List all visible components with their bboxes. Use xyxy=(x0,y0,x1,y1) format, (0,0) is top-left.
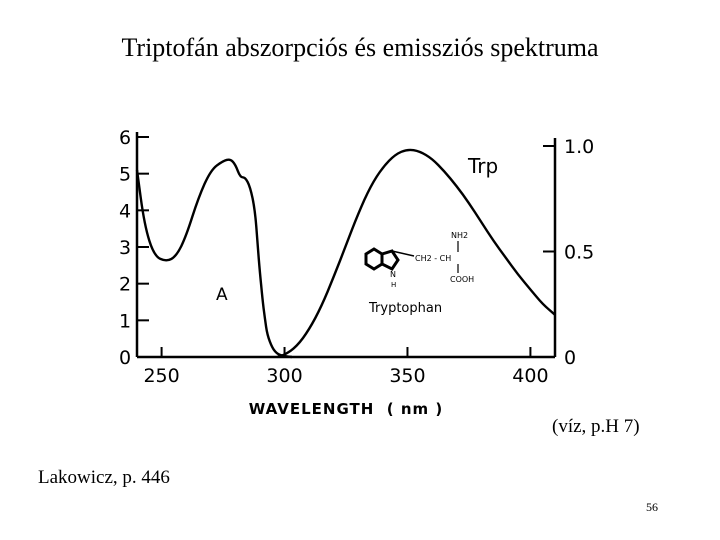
x-tick-label: 250 xyxy=(143,365,179,387)
ch2ch-label: CH2 - CH xyxy=(415,254,451,263)
left-y-tick-label: 1 xyxy=(119,310,131,332)
ring-n-label: N xyxy=(390,270,396,279)
left-y-tick-label: 6 xyxy=(119,127,131,149)
x-tick-label: 300 xyxy=(266,365,302,387)
left-y-tick-label: 0 xyxy=(119,347,131,369)
ring-bond-line xyxy=(391,250,415,257)
series-layer xyxy=(135,148,556,359)
nh2-label: NH2 xyxy=(451,231,468,240)
left-y-tick-label: 2 xyxy=(119,274,131,296)
slide-title: Triptofán abszorpciós és emissziós spekt… xyxy=(121,33,599,62)
tryptophan-structure: N H CH2 - CH NH2 COOH Tryptophan xyxy=(364,231,474,316)
benzene-ring-shape xyxy=(364,247,384,271)
molecule-name-label: Tryptophan xyxy=(368,301,442,316)
left-y-tick-label: 4 xyxy=(119,200,131,222)
pyrrole-ring-shape xyxy=(380,249,400,271)
x-axis-label: WAVELENGTH ( nm ) xyxy=(249,400,443,418)
left-y-tick-label: 5 xyxy=(119,164,131,186)
absorption-series-line xyxy=(135,158,293,359)
emission-label: Trp xyxy=(467,154,498,178)
ring-h-label: H xyxy=(391,281,396,289)
right-y-tick-label: 0 xyxy=(564,347,576,369)
x-tick-label: 350 xyxy=(389,365,425,387)
right-y-ticks: 0 0.5 1.0 xyxy=(543,136,594,369)
right-y-tick-label: 0.5 xyxy=(564,242,594,264)
right-y-tick-label: 1.0 xyxy=(564,136,594,158)
left-y-tick-label: 3 xyxy=(119,237,131,259)
condition-note: (víz, p.H 7) xyxy=(552,416,640,437)
emission-series-line xyxy=(276,148,556,359)
absorption-label: A xyxy=(216,285,228,305)
x-tick-label: 400 xyxy=(512,365,548,387)
left-y-ticks: 0 1 2 3 4 5 6 xyxy=(119,127,149,369)
source-citation: Lakowicz, p. 446 xyxy=(38,467,170,488)
page-number: 56 xyxy=(646,500,658,514)
x-ticks: 250 300 350 400 xyxy=(143,347,549,387)
cooh-label: COOH xyxy=(450,275,474,284)
